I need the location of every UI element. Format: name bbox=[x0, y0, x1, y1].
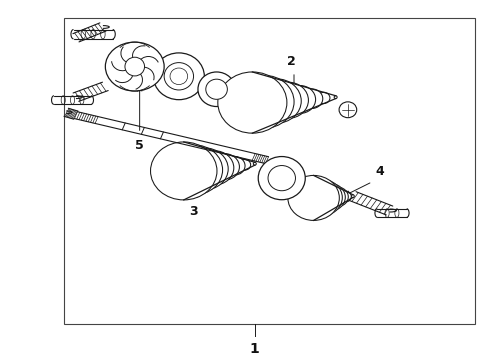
Ellipse shape bbox=[253, 162, 256, 165]
Ellipse shape bbox=[218, 72, 287, 133]
Text: 1: 1 bbox=[250, 342, 260, 356]
Ellipse shape bbox=[150, 142, 217, 200]
Ellipse shape bbox=[339, 191, 351, 202]
Ellipse shape bbox=[198, 72, 235, 107]
Ellipse shape bbox=[206, 79, 227, 99]
Ellipse shape bbox=[170, 68, 188, 85]
Ellipse shape bbox=[153, 53, 204, 100]
Ellipse shape bbox=[180, 148, 228, 190]
Ellipse shape bbox=[258, 157, 305, 200]
Ellipse shape bbox=[125, 57, 145, 76]
Ellipse shape bbox=[268, 82, 308, 118]
Ellipse shape bbox=[234, 75, 294, 128]
Text: 5: 5 bbox=[135, 139, 144, 152]
Ellipse shape bbox=[209, 154, 240, 180]
Ellipse shape bbox=[105, 42, 164, 91]
Ellipse shape bbox=[326, 187, 348, 207]
Ellipse shape bbox=[239, 159, 251, 170]
Ellipse shape bbox=[284, 86, 316, 113]
Ellipse shape bbox=[351, 195, 354, 198]
Bar bbox=[64, 18, 475, 324]
Ellipse shape bbox=[224, 157, 245, 175]
Ellipse shape bbox=[318, 92, 330, 104]
Ellipse shape bbox=[301, 89, 323, 108]
Ellipse shape bbox=[334, 96, 337, 99]
Ellipse shape bbox=[288, 175, 339, 220]
Text: 2: 2 bbox=[287, 55, 296, 68]
Text: 4: 4 bbox=[375, 165, 384, 178]
Ellipse shape bbox=[251, 79, 301, 123]
Ellipse shape bbox=[268, 166, 295, 191]
Text: 3: 3 bbox=[189, 205, 198, 218]
Ellipse shape bbox=[313, 183, 345, 211]
Ellipse shape bbox=[165, 145, 222, 195]
Ellipse shape bbox=[164, 63, 194, 90]
Ellipse shape bbox=[339, 102, 357, 118]
Ellipse shape bbox=[195, 151, 234, 185]
Ellipse shape bbox=[300, 179, 343, 216]
